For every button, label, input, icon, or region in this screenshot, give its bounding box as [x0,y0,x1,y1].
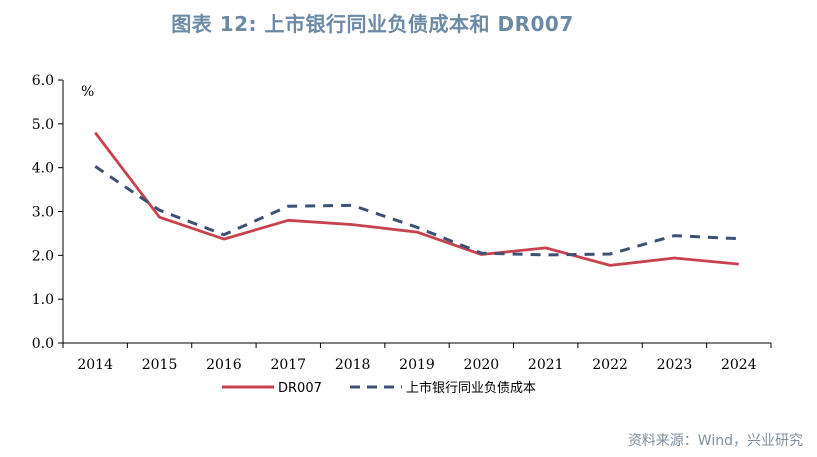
y-tick-label: 1.0 [32,292,54,308]
y-tick-label: 5.0 [32,117,54,133]
x-tick-label: 2023 [657,357,693,373]
x-tick-label: 2017 [270,357,306,373]
y-axis: 0.0 1.0 2.0 3.0 4.0 5.0 6.0 [32,73,64,352]
legend: DR007 上市银行同业负债成本 [222,380,536,396]
series-line-interbank [94,165,739,257]
y-tick-label: 0.0 [32,336,54,352]
source-note: 资料来源：Wind，兴业研究 [627,433,803,449]
x-tick-label: 2016 [206,357,242,373]
series-layer [94,131,739,267]
x-tick-label: 2019 [399,357,435,373]
y-tick-label: 2.0 [32,248,54,264]
legend-label: 上市银行同业负债成本 [406,380,536,396]
x-tick-label: 2014 [77,357,113,373]
chart-title: 图表 12: 上市银行同业负债成本和 DR007 [171,12,574,36]
x-axis: 2014 2015 2016 2017 2018 2019 2020 2021 2022 2023… [62,342,772,373]
y-tick-label: 6.0 [32,73,54,89]
y-unit-label: % [81,84,94,100]
x-tick-label: 2018 [335,357,371,373]
y-tick-label: 3.0 [32,205,54,221]
x-tick-label: 2015 [142,357,178,373]
x-tick-label: 2022 [592,357,628,373]
legend-label: DR007 [278,381,322,396]
y-tick-label: 4.0 [32,161,54,177]
x-tick-label: 2020 [464,357,500,373]
x-tick-label: 2024 [721,357,757,373]
x-tick-label: 2021 [528,357,564,373]
